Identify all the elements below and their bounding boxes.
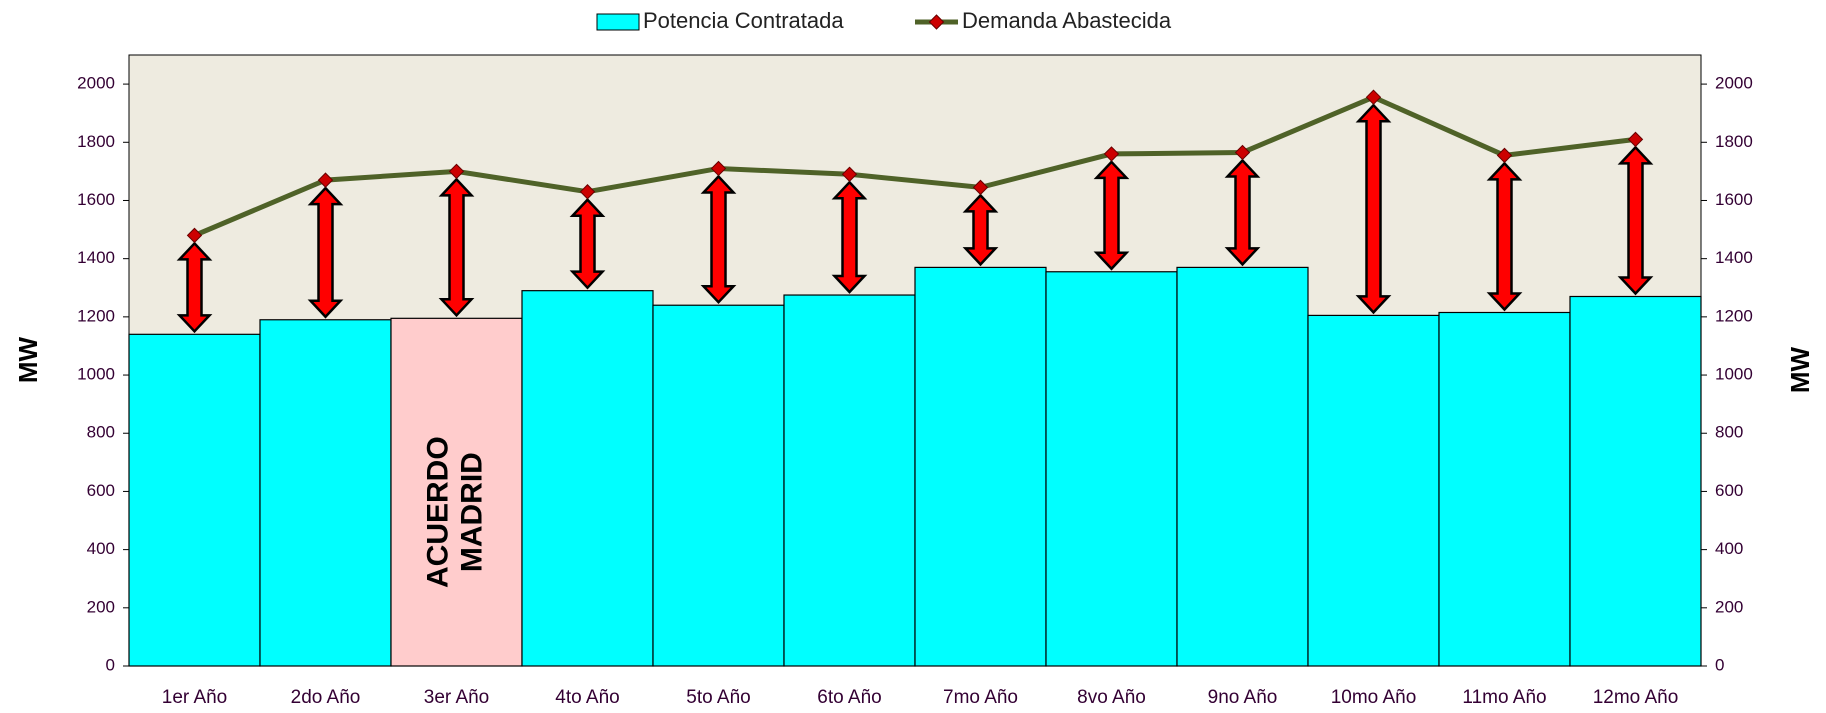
gap-arrow [962, 193, 999, 267]
x-tick-label: 9no Año [1208, 687, 1278, 708]
bar [1438, 311, 1571, 667]
y-tick-label: 1400 [77, 248, 115, 267]
bar [783, 294, 916, 667]
bar [652, 304, 785, 667]
gap-arrow [700, 174, 737, 305]
gap-arrow [307, 186, 344, 319]
y-tick-label: 1200 [77, 306, 115, 325]
marker [579, 184, 596, 200]
x-tick-label: 8vo Año [1077, 687, 1146, 708]
y-tick-label: 1600 [77, 190, 115, 209]
x-tick-label: 12mo Año [1593, 687, 1679, 708]
x-tick-label: 7mo Año [943, 687, 1018, 708]
marker [186, 227, 203, 244]
x-tick-label: 5to Año [686, 687, 750, 708]
x-tick-label: 2do Año [291, 687, 361, 708]
bar [390, 317, 523, 667]
y2-tick-label: 1600 [1715, 190, 1753, 209]
annotation-text: ACUERDO [421, 436, 454, 588]
y-axis-label: MW [13, 336, 43, 383]
gap-arrow [1355, 103, 1392, 315]
y2-tick-label: 1800 [1715, 132, 1753, 151]
marker [1496, 147, 1513, 164]
y2-tick-label: 0 [1715, 655, 1724, 674]
annotation: ACUERDO MADRID [421, 436, 488, 588]
gap-arrow [831, 180, 868, 294]
bar [1569, 295, 1702, 667]
x-tick-label: 11mo Año [1462, 687, 1546, 708]
marker [1103, 146, 1120, 162]
marker [972, 179, 989, 196]
y2-tick-label: 800 [1715, 423, 1743, 442]
y-tick-label: 200 [87, 597, 115, 616]
y2-tick-label: 2000 [1715, 74, 1753, 93]
y2-tick-label: 1000 [1715, 365, 1753, 384]
marker [448, 163, 465, 180]
bar [1307, 314, 1440, 667]
gap-arrow [1093, 160, 1130, 271]
x-tick-label: 6to Año [817, 687, 881, 708]
gap-arrow [1224, 158, 1261, 267]
x-tick-label: 1er Año [162, 687, 228, 708]
y2-tick-label: 1200 [1715, 306, 1753, 325]
y-tick-label: 1000 [77, 365, 115, 384]
marker [1234, 144, 1251, 161]
bar [259, 319, 392, 667]
marker [1627, 131, 1644, 148]
gap-arrow [176, 241, 213, 334]
y2-tick-label: 600 [1715, 481, 1743, 500]
y2-axis-label: MW [1785, 346, 1815, 393]
annotation-text: MADRID [455, 452, 488, 572]
line [193, 94, 1636, 238]
y2-tick-label: 1400 [1715, 248, 1753, 267]
y-tick-label: 1800 [77, 132, 115, 151]
x-tick-label: 4to Año [555, 687, 619, 708]
y2-tick-label: 400 [1715, 539, 1743, 558]
marker [1365, 89, 1382, 105]
marker [710, 160, 727, 177]
bar [521, 290, 654, 667]
y-tick-label: 400 [87, 539, 115, 558]
gap-arrow [569, 197, 606, 290]
y-tick-label: 2000 [77, 74, 115, 93]
marker [317, 172, 334, 188]
bar [914, 266, 1047, 667]
y-tick-label: 800 [87, 423, 115, 442]
x-tick-label: 10mo Año [1331, 687, 1417, 708]
legend-label: Potencia Contratada [643, 8, 844, 33]
gap-arrow [438, 177, 475, 318]
legend-swatch [596, 13, 640, 31]
y2-tick-label: 200 [1715, 597, 1743, 616]
y-tick-label: 0 [106, 655, 115, 674]
bar [1176, 266, 1309, 667]
legend-marker [928, 14, 945, 30]
marker [841, 166, 858, 182]
bar [1045, 271, 1178, 667]
bar [128, 333, 261, 667]
gap-arrow [1617, 145, 1654, 296]
legend-label: Demanda Abastecida [962, 8, 1172, 33]
x-tick-label: 3er Año [424, 687, 490, 708]
gap-arrow [1486, 161, 1523, 312]
y-tick-label: 600 [87, 481, 115, 500]
